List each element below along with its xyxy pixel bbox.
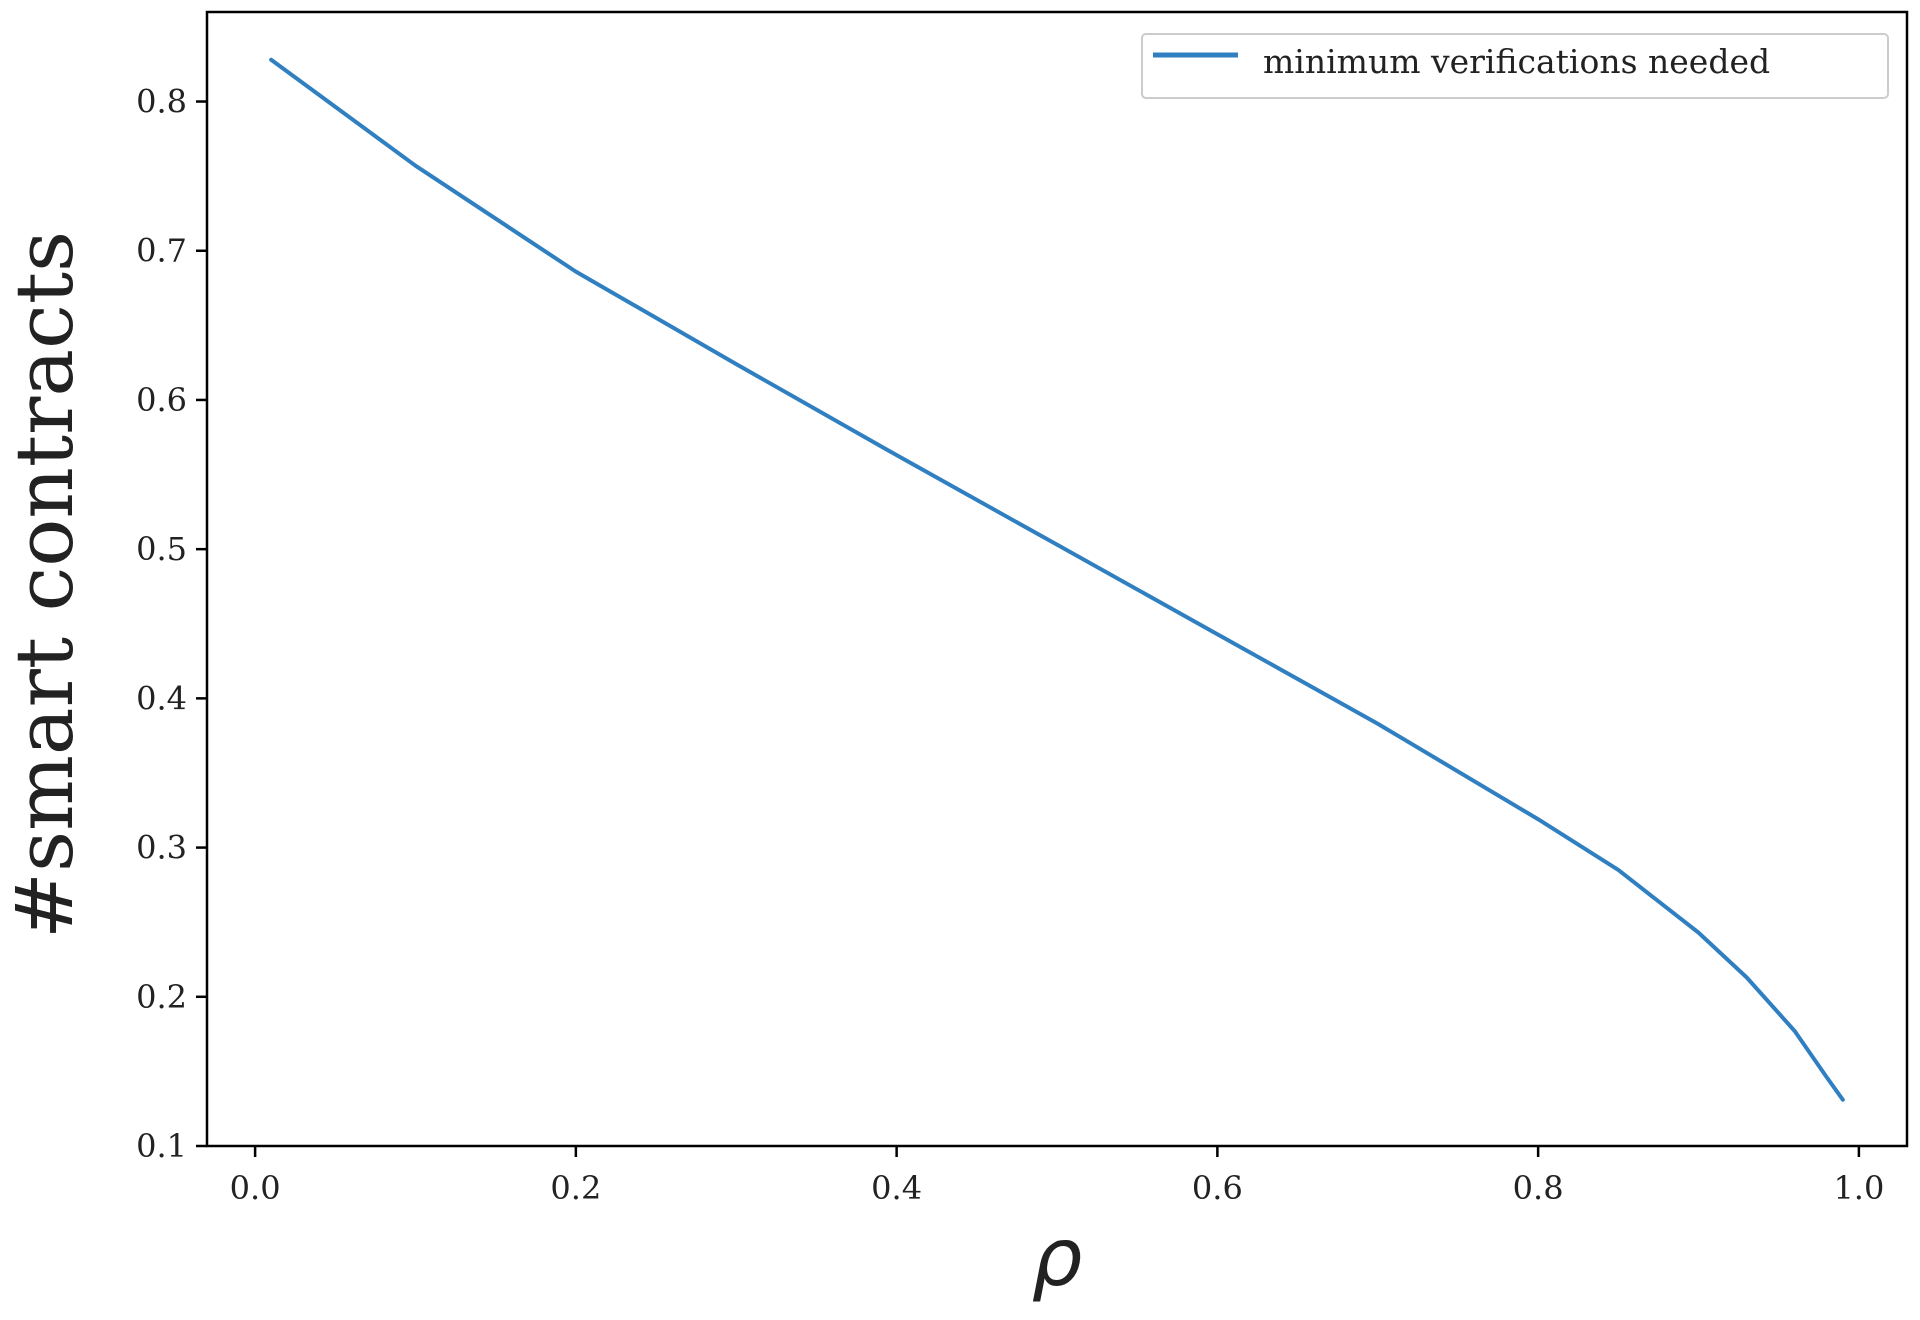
axes-frame [205, 10, 1909, 1148]
x-tick-label: 0.6 [1192, 1169, 1243, 1207]
y-tick-label: 0.1 [136, 1127, 187, 1165]
y-tick-label: 0.8 [136, 83, 187, 121]
x-tick-label: 0.2 [550, 1169, 601, 1207]
x-tick-label: 0.8 [1513, 1169, 1564, 1207]
x-tick-label: 1.0 [1833, 1169, 1884, 1207]
legend: minimum verifications needed [1141, 33, 1889, 99]
legend-label: minimum verifications needed [1263, 42, 1770, 81]
y-tick-label: 0.7 [136, 232, 187, 270]
plot-layer [269, 57, 1845, 1102]
y-tick-label: 0.3 [136, 829, 187, 867]
y-axis-title: #smart contracts [0, 231, 91, 939]
y-tick-label: 0.6 [136, 381, 187, 419]
x-tick-label: 0.0 [230, 1169, 281, 1207]
y-tick-label: 0.4 [136, 679, 187, 717]
axes-layer: 0.0 0.2 0.4 0.6 0.8 1.0 0.1 0.2 0.3 0.4 0.5 0.6 0.7 0… [136, 10, 1909, 1207]
y-tick-label: 0.5 [136, 530, 187, 568]
series-line-0 [269, 57, 1845, 1102]
legend-frame [1141, 33, 1889, 99]
x-tick-label: 0.4 [871, 1169, 922, 1207]
x-axis-title: ρ [1032, 1211, 1083, 1304]
y-tick-label: 0.2 [136, 978, 187, 1016]
